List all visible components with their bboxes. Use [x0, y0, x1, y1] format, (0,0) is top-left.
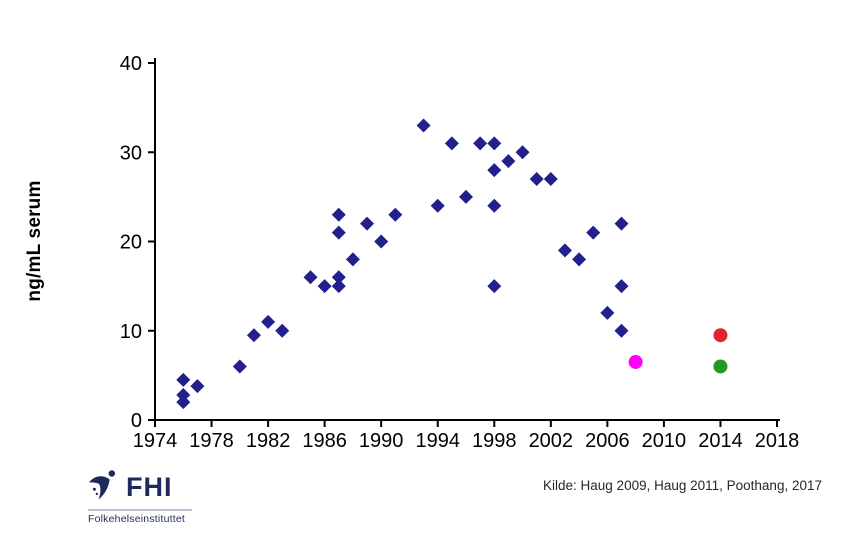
x-tick-label: 2006 — [585, 430, 630, 452]
serum-levels-diamond — [331, 225, 346, 240]
serum-levels-diamond — [557, 243, 572, 258]
x-tick-label: 2014 — [698, 430, 743, 452]
serum-levels-diamond — [572, 252, 587, 267]
serum-levels-diamond — [190, 379, 205, 394]
serum-levels-diamond — [303, 270, 318, 285]
serum-levels-diamond — [345, 252, 360, 267]
y-tick-label: 20 — [120, 232, 142, 254]
serum-levels-diamond — [487, 279, 502, 294]
x-tick-label: 1994 — [415, 430, 460, 452]
serum-levels-diamond — [331, 279, 346, 294]
x-tick-label: 1974 — [133, 430, 178, 452]
x-tick-label: 2018 — [755, 430, 800, 452]
serum-levels-diamond — [515, 145, 530, 160]
serum-levels-diamond — [614, 279, 629, 294]
serum-levels-diamond — [176, 395, 191, 410]
serum-levels-diamond — [487, 198, 502, 213]
x-tick-label: 1978 — [189, 430, 234, 452]
serum-levels-diamond — [261, 314, 276, 329]
serum-levels-diamond — [331, 207, 346, 222]
serum-levels-diamond — [487, 163, 502, 178]
serum-levels-diamond — [444, 136, 459, 151]
serum-levels-diamond — [275, 323, 290, 338]
fhi-logo: FHI Folkehelseinstituttet — [88, 468, 198, 525]
x-tick-label: 1990 — [359, 430, 404, 452]
serum-levels-diamond — [331, 270, 346, 285]
y-tick-label: 40 — [120, 53, 142, 75]
source-caption: Kilde: Haug 2009, Haug 2011, Poothang, 2… — [543, 478, 822, 493]
y-tick-label: 30 — [120, 142, 142, 164]
serum-levels-diamond — [232, 359, 247, 374]
serum-levels-diamond — [430, 198, 445, 213]
x-tick-label: 1998 — [472, 430, 517, 452]
serum-levels-diamond — [586, 225, 601, 240]
serum-levels-diamond — [487, 136, 502, 151]
serum-levels-diamond — [473, 136, 488, 151]
serum-levels-diamond — [529, 172, 544, 187]
serum-levels-diamond — [360, 216, 375, 231]
fhi-full-name: Folkehelseinstituttet — [88, 513, 185, 525]
serum-levels-diamond — [374, 234, 389, 249]
x-tick-label: 1982 — [246, 430, 291, 452]
logo-divider — [88, 509, 192, 511]
red-circle-2014 — [713, 328, 728, 343]
y-tick-label: 10 — [120, 321, 142, 343]
serum-levels-diamond — [246, 328, 261, 343]
serum-levels-diamond — [543, 172, 558, 187]
green-circle-2014 — [713, 359, 728, 374]
x-tick-label: 1986 — [302, 430, 347, 452]
serum-levels-diamond — [416, 118, 431, 133]
serum-levels-diamond — [388, 207, 403, 222]
x-tick-label: 2010 — [642, 430, 687, 452]
serum-levels-diamond — [614, 323, 629, 338]
y-tick-label: 0 — [131, 410, 142, 432]
serum-levels-diamond — [176, 372, 191, 387]
magenta-circle-2008 — [628, 354, 643, 369]
serum-levels-diamond — [459, 189, 473, 204]
serum-levels-diamond — [317, 279, 332, 294]
serum-levels-diamond — [600, 305, 615, 320]
fhi-figure-icon — [88, 468, 122, 507]
serum-levels-diamond — [176, 388, 191, 403]
serum-levels-diamond — [614, 216, 629, 231]
serum-levels-diamond — [501, 154, 516, 169]
fhi-acronym: FHI — [126, 472, 173, 502]
x-tick-label: 2002 — [529, 430, 574, 452]
